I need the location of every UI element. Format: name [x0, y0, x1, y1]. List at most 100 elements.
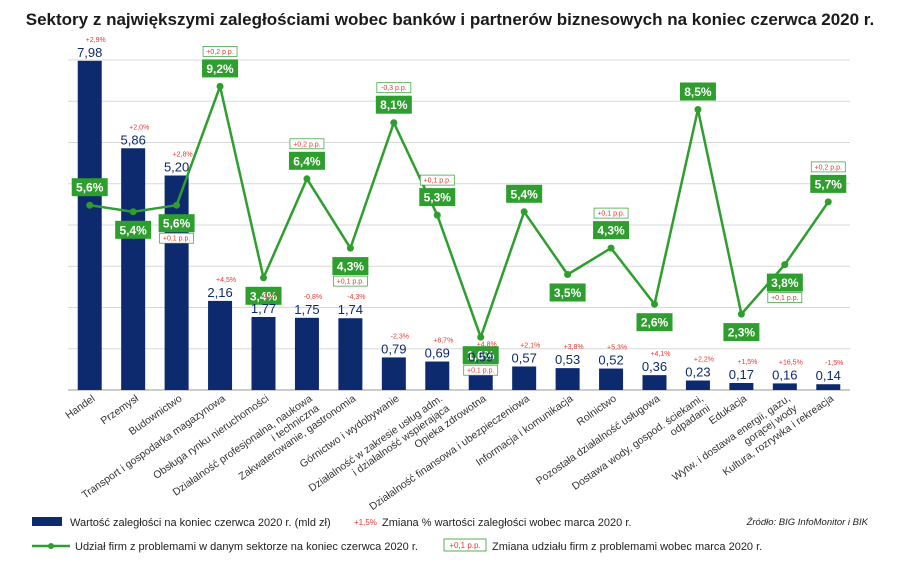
- source-note: Źródło: BIG InfoMonitor i BIK: [746, 517, 869, 528]
- share-point: [86, 201, 94, 209]
- pp-change-text: +0,2 p.p.: [206, 49, 233, 56]
- legend-line-marker: [48, 543, 54, 549]
- share-label-box: [115, 220, 152, 239]
- bar: [512, 366, 537, 390]
- bar: [121, 148, 146, 390]
- share-label-text: 5,7%: [815, 177, 843, 191]
- pp-change-box: [289, 138, 325, 150]
- bar-value-label: 7,98: [77, 45, 102, 60]
- share-point: [824, 198, 832, 206]
- share-point: [346, 244, 354, 252]
- share-label-box: [71, 178, 108, 197]
- share-label: 3,8%: [766, 273, 803, 292]
- bar-value-label: 5,86: [121, 132, 146, 147]
- bar-value-label: 0,14: [816, 368, 841, 383]
- share-label: 9,2%: [202, 59, 239, 78]
- bar-value-label: 0,23: [685, 365, 710, 380]
- share-label: 3,4%: [245, 286, 282, 305]
- share-point: [390, 119, 398, 127]
- bar: [816, 384, 841, 390]
- share-label-box: [158, 214, 195, 233]
- pp-change-label: +0,2 p.p.: [289, 138, 325, 150]
- share-point: [477, 333, 485, 341]
- pct-change-label: +2,1%: [520, 342, 540, 349]
- pct-change-label: +2,9%: [86, 37, 106, 44]
- bar-value-label: 1,77: [251, 301, 276, 316]
- share-label-text: 3,5%: [554, 286, 582, 300]
- share-label-box: [375, 95, 412, 114]
- share-point: [173, 201, 181, 209]
- share-label-box: [636, 313, 673, 332]
- share-line: [89, 85, 830, 339]
- pp-change-label: +0,1 p.p.: [463, 364, 499, 376]
- share-label-text: 1,6%: [467, 349, 495, 363]
- share-point: [216, 82, 224, 90]
- bar-value-label: 0,52: [598, 353, 623, 368]
- pp-change-text: -0,3 p.p.: [381, 85, 407, 92]
- pp-change-text: +0,1 p.p.: [771, 295, 798, 302]
- share-label-text: 5,3%: [424, 191, 452, 205]
- pp-change-box: [376, 82, 412, 94]
- bar: [381, 357, 406, 390]
- pp-change-label: +0,1 p.p.: [333, 275, 368, 287]
- bar: [425, 361, 450, 390]
- share-label-box: [549, 283, 586, 302]
- legend-pct-label: Zmiana % wartości zaległości wobec marca…: [382, 517, 631, 529]
- share-label-box: [593, 221, 630, 240]
- bar-value-label: 0,53: [555, 352, 580, 367]
- share-label: 5,3%: [419, 188, 456, 207]
- bar: [642, 375, 667, 390]
- share-point: [651, 300, 658, 308]
- bar-value-label: 5,20: [164, 160, 189, 175]
- share-label: 2,6%: [636, 313, 673, 332]
- share-point: [520, 208, 528, 216]
- pct-change-label: +4,8%: [477, 342, 497, 349]
- pp-change-box: [593, 207, 629, 219]
- share-label-text: 5,6%: [76, 181, 104, 195]
- share-label-box: [419, 188, 456, 207]
- share-label-text: 4,3%: [337, 260, 365, 274]
- pct-change-label: -4,3%: [347, 294, 365, 301]
- share-label: 5,7%: [810, 174, 847, 193]
- share-label-box: [679, 82, 716, 101]
- pp-change-label: +0,1 p.p.: [767, 292, 803, 303]
- share-point: [260, 274, 267, 282]
- share-point: [737, 310, 745, 318]
- legend-line-label: Udział firm z problemami w danym sektorz…: [75, 541, 418, 553]
- pp-change-text: +0,1 p.p.: [597, 211, 624, 218]
- pp-change-text: +0,1 p.p.: [163, 236, 190, 243]
- bar-value-label: 0,57: [512, 350, 537, 365]
- bar: [599, 368, 624, 390]
- pct-change-label: +4,5%: [216, 277, 236, 284]
- pp-change-box: [159, 232, 194, 244]
- pp-change-box: [810, 161, 846, 173]
- pct-change-label: +8,7%: [433, 338, 453, 345]
- share-point: [694, 106, 702, 113]
- share-label-box: [506, 184, 543, 203]
- share-label: 2,3%: [723, 323, 760, 342]
- share-point: [433, 211, 441, 219]
- share-label: 5,4%: [506, 184, 543, 203]
- bar-value-label: 0,17: [729, 367, 754, 382]
- share-label: 6,4%: [288, 151, 325, 170]
- bar-value-label: 1,74: [338, 302, 363, 317]
- pp-change-box: [202, 46, 238, 57]
- pp-change-label: +0,1 p.p.: [159, 232, 194, 244]
- pp-change-box: [333, 275, 368, 287]
- bar-value-label: 1,75: [294, 302, 319, 317]
- pct-change-label: +1,5%: [737, 359, 757, 366]
- share-label-text: 5,4%: [119, 223, 147, 237]
- legend-pp-box: [443, 538, 487, 552]
- bar: [294, 317, 319, 390]
- pp-change-label: +0,1 p.p.: [419, 174, 455, 186]
- share-label: 3,5%: [549, 283, 586, 302]
- share-label-text: 8,1%: [380, 98, 408, 112]
- share-point: [607, 244, 615, 252]
- share-label-box: [810, 174, 847, 193]
- pp-change-box: [419, 174, 455, 186]
- pct-change-label: +2,8%: [173, 152, 193, 159]
- share-label-text: 9,2%: [206, 62, 234, 76]
- share-label-text: 2,6%: [641, 316, 669, 330]
- pct-change-label: +3,8%: [564, 344, 584, 351]
